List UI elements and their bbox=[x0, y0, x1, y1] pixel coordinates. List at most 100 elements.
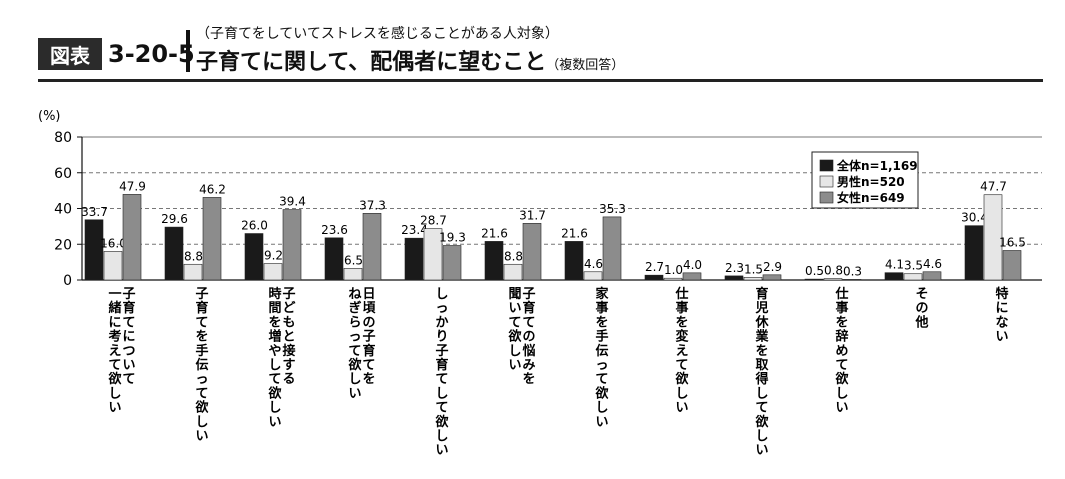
bar-chart: (%) 0 20 40 60 80 33.7 16.0 47.9 子育てについて一緒に考えて欲しい… bbox=[38, 109, 1042, 458]
figure-number: 3-20-5 bbox=[108, 40, 195, 68]
category-label: 一緒に考えて欲しい bbox=[107, 287, 121, 416]
bar-value-label: 0.3 bbox=[843, 264, 862, 278]
legend-swatch bbox=[819, 159, 834, 172]
category-label: しっかり子育てして欲しい bbox=[434, 287, 448, 458]
bar bbox=[324, 237, 344, 281]
bar bbox=[743, 277, 763, 281]
category-label: 子育てを手伝って欲しい bbox=[194, 287, 208, 444]
bar bbox=[263, 263, 283, 281]
bar bbox=[804, 278, 824, 281]
bar-value-label: 16.5 bbox=[999, 236, 1026, 250]
category-label: ねぎらって欲しい bbox=[347, 287, 361, 401]
bar bbox=[164, 226, 184, 281]
category-label: 仕事を変えて欲しい bbox=[674, 286, 688, 416]
bar-value-label: 9.2 bbox=[264, 249, 283, 263]
bar-value-label: 2.9 bbox=[763, 260, 782, 274]
legend-label: 女性n=649 bbox=[837, 190, 905, 205]
bar-value-label: 47.7 bbox=[980, 180, 1007, 194]
bar-value-label: 23.4 bbox=[401, 223, 428, 237]
bar bbox=[922, 271, 942, 281]
bar bbox=[564, 241, 584, 281]
bar bbox=[244, 233, 264, 281]
bar-value-label: 4.0 bbox=[683, 258, 702, 272]
category-label: 仕事を辞めて欲しい bbox=[834, 286, 848, 416]
bar bbox=[103, 251, 123, 281]
bar bbox=[663, 277, 683, 281]
y-tick-label: 0 bbox=[63, 273, 72, 289]
bar-value-label: 28.7 bbox=[420, 214, 447, 228]
bar bbox=[724, 275, 744, 281]
bar-value-label: 23.6 bbox=[321, 223, 348, 237]
bar bbox=[202, 197, 222, 281]
bar-value-label: 6.5 bbox=[344, 253, 363, 267]
bar bbox=[122, 194, 142, 281]
bar-value-label: 29.6 bbox=[161, 212, 188, 226]
bar bbox=[1002, 250, 1022, 281]
bar-value-label: 16.0 bbox=[100, 236, 127, 250]
bar bbox=[343, 268, 363, 281]
title-divider bbox=[186, 30, 190, 72]
bar bbox=[503, 263, 523, 281]
bar-value-label: 4.1 bbox=[885, 258, 904, 272]
chart-title: 子育てに関して、配偶者に望むこと（複数回答） bbox=[196, 44, 624, 76]
bar bbox=[362, 213, 382, 281]
figure-badge: 図表 bbox=[38, 38, 102, 70]
bar bbox=[84, 219, 104, 281]
bar-value-label: 8.8 bbox=[184, 249, 203, 263]
chart-title-text: 子育てに関して、配偶者に望むこと bbox=[196, 50, 547, 75]
bar-value-label: 30.4 bbox=[961, 211, 988, 225]
bar bbox=[762, 274, 782, 281]
chart-header: 図表 3-20-5 （子育てをしていてストレスを感じることがある人対象） 子育て… bbox=[0, 0, 1065, 75]
bar-value-label: 0.5 bbox=[805, 264, 824, 278]
bar bbox=[644, 274, 664, 281]
bar-value-label: 0.8 bbox=[824, 264, 843, 278]
category-label: 時間を増やして欲しい bbox=[267, 286, 281, 430]
bar bbox=[884, 272, 904, 281]
bar bbox=[682, 272, 702, 281]
y-tick-label: 40 bbox=[54, 202, 72, 218]
bar bbox=[484, 241, 504, 281]
bar-value-label: 19.3 bbox=[439, 231, 466, 245]
bar-value-label: 37.3 bbox=[359, 198, 386, 212]
y-axis-label: (%) bbox=[38, 109, 61, 124]
category-label: 日頃の子育てを bbox=[362, 287, 376, 387]
bar bbox=[522, 223, 542, 281]
y-tick-label: 80 bbox=[54, 130, 72, 146]
y-tick-label: 60 bbox=[54, 166, 72, 182]
bar-value-label: 4.6 bbox=[584, 257, 603, 271]
bar-value-label: 1.0 bbox=[664, 263, 683, 277]
bar-value-label: 21.6 bbox=[481, 226, 508, 240]
category-label: 聞いて欲しい bbox=[507, 287, 521, 373]
bar-value-label: 35.3 bbox=[599, 202, 626, 216]
bar-value-label: 8.8 bbox=[504, 249, 523, 263]
legend-label: 男性n=520 bbox=[837, 174, 905, 189]
bar-value-label: 31.7 bbox=[519, 208, 546, 222]
header-rule bbox=[38, 79, 1043, 82]
bar-value-label: 39.4 bbox=[279, 195, 306, 209]
bar-value-label: 2.7 bbox=[645, 260, 664, 274]
bar-value-label: 26.0 bbox=[241, 219, 268, 233]
bar-value-label: 47.9 bbox=[119, 179, 146, 193]
legend-swatch bbox=[819, 175, 834, 188]
category-label: 子育てについて bbox=[122, 287, 135, 387]
bar bbox=[602, 216, 622, 281]
bar-value-label: 1.5 bbox=[744, 262, 763, 276]
legend-swatch bbox=[819, 191, 834, 204]
bar bbox=[964, 225, 984, 281]
bar bbox=[823, 278, 843, 281]
bar bbox=[842, 279, 862, 281]
bar bbox=[183, 263, 203, 281]
category-label: 子どもと接する bbox=[282, 287, 295, 387]
category-label: 特にない bbox=[995, 286, 1008, 345]
bar-value-label: 4.6 bbox=[923, 257, 942, 271]
bar bbox=[404, 237, 424, 281]
category-label: 育児休業を取得して欲しい bbox=[754, 286, 769, 458]
bar-value-label: 46.2 bbox=[199, 182, 226, 196]
bar-value-label: 33.7 bbox=[81, 205, 108, 219]
legend-label: 全体n=1,169 bbox=[836, 158, 918, 173]
category-label: 家事を手伝って欲しい bbox=[594, 286, 609, 430]
chart-subtitle: （子育てをしていてストレスを感じることがある人対象） bbox=[196, 26, 559, 42]
bar bbox=[423, 228, 443, 281]
bar bbox=[442, 245, 462, 281]
category-label: 子育ての悩みを bbox=[521, 287, 535, 387]
